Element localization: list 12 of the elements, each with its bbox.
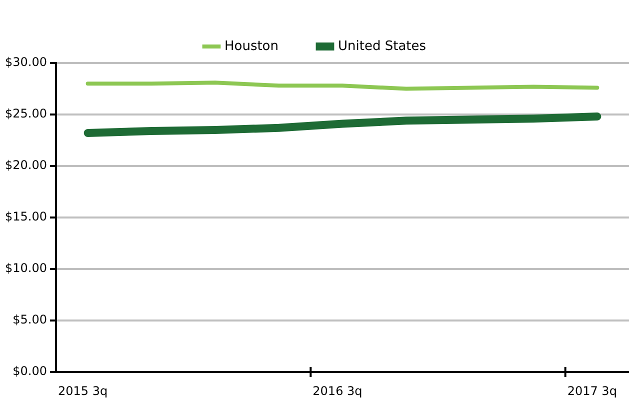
x-tick-label: 2015 3q — [58, 384, 108, 398]
y-tick-label: $15.00 — [4, 210, 47, 224]
legend-label: Houston — [224, 38, 278, 54]
y-tick-label: $30.00 — [4, 55, 47, 70]
y-tick-label: $20.00 — [4, 158, 47, 172]
x-tick-label: 2016 3q — [312, 384, 362, 398]
legend-label: United States — [338, 38, 426, 54]
x-tick-label: 2017 3q — [567, 384, 617, 398]
y-tick-label: $25.00 — [4, 106, 47, 121]
y-tick-label: $5.00 — [12, 312, 47, 327]
y-tick-label: $0.00 — [12, 364, 47, 378]
y-tick-label: $10.00 — [4, 261, 47, 276]
